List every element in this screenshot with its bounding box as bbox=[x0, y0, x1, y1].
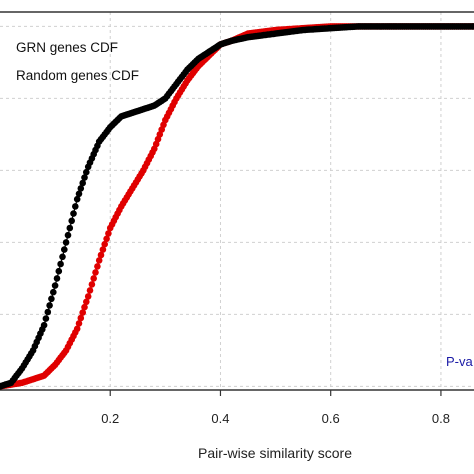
point-grn-33 bbox=[57, 260, 64, 268]
point-grn-26 bbox=[44, 308, 52, 316]
grid bbox=[0, 12, 474, 390]
legend-entry-grn: GRN genes CDF bbox=[16, 40, 118, 55]
point-random-57 bbox=[105, 230, 112, 237]
x-tick-label-0: 0.2 bbox=[101, 411, 119, 426]
point-random-56 bbox=[103, 235, 110, 243]
point-grn-28 bbox=[48, 295, 55, 303]
point-grn-27 bbox=[46, 302, 53, 309]
point-random-54 bbox=[99, 246, 107, 253]
point-random-48 bbox=[88, 281, 96, 288]
point-grn-24 bbox=[40, 321, 48, 329]
series-group bbox=[0, 23, 474, 390]
point-random-41 bbox=[75, 320, 83, 327]
point-random-53 bbox=[97, 251, 105, 259]
point-grn-46 bbox=[81, 174, 88, 181]
point-grn-39 bbox=[68, 217, 75, 225]
point-grn-37 bbox=[64, 231, 72, 239]
point-random-47 bbox=[86, 287, 94, 294]
point-grn-36 bbox=[62, 239, 70, 246]
point-grn-34 bbox=[59, 253, 66, 261]
point-grn-43 bbox=[75, 190, 83, 198]
legend-entry-random: Random genes CDF bbox=[16, 68, 139, 83]
x-axis-ticks: 0.2 0.4 0.6 0.8 bbox=[101, 390, 450, 426]
point-random-52 bbox=[95, 257, 103, 264]
point-random-43 bbox=[79, 309, 86, 316]
x-axis-title: Pair-wise similarity score bbox=[198, 445, 352, 461]
point-random-50 bbox=[92, 269, 99, 276]
point-random-45 bbox=[83, 298, 90, 306]
point-random-40 bbox=[73, 325, 81, 333]
p-value-annotation: P-va bbox=[446, 354, 474, 369]
point-random-55 bbox=[101, 240, 108, 248]
series-grn bbox=[0, 23, 474, 390]
point-random-51 bbox=[94, 263, 101, 270]
point-grn-42 bbox=[73, 195, 81, 203]
point-random-42 bbox=[77, 314, 85, 322]
point-grn-31 bbox=[53, 275, 61, 282]
point-random-44 bbox=[81, 303, 88, 311]
point-random-46 bbox=[84, 293, 92, 300]
point-grn-251 bbox=[470, 23, 474, 30]
point-grn-25 bbox=[42, 315, 50, 322]
point-grn-47 bbox=[83, 168, 90, 176]
point-random-49 bbox=[90, 275, 97, 282]
point-grn-44 bbox=[77, 185, 85, 192]
x-tick-label-2: 0.6 bbox=[322, 411, 340, 426]
point-grn-29 bbox=[50, 288, 57, 296]
x-tick-label-3: 0.8 bbox=[432, 411, 450, 426]
point-grn-40 bbox=[70, 210, 77, 217]
point-grn-45 bbox=[79, 179, 86, 187]
point-grn-35 bbox=[61, 246, 68, 253]
point-grn-41 bbox=[72, 203, 79, 210]
point-grn-32 bbox=[55, 267, 63, 275]
point-grn-30 bbox=[51, 282, 59, 289]
point-grn-38 bbox=[66, 224, 74, 232]
x-tick-label-1: 0.4 bbox=[211, 411, 229, 426]
